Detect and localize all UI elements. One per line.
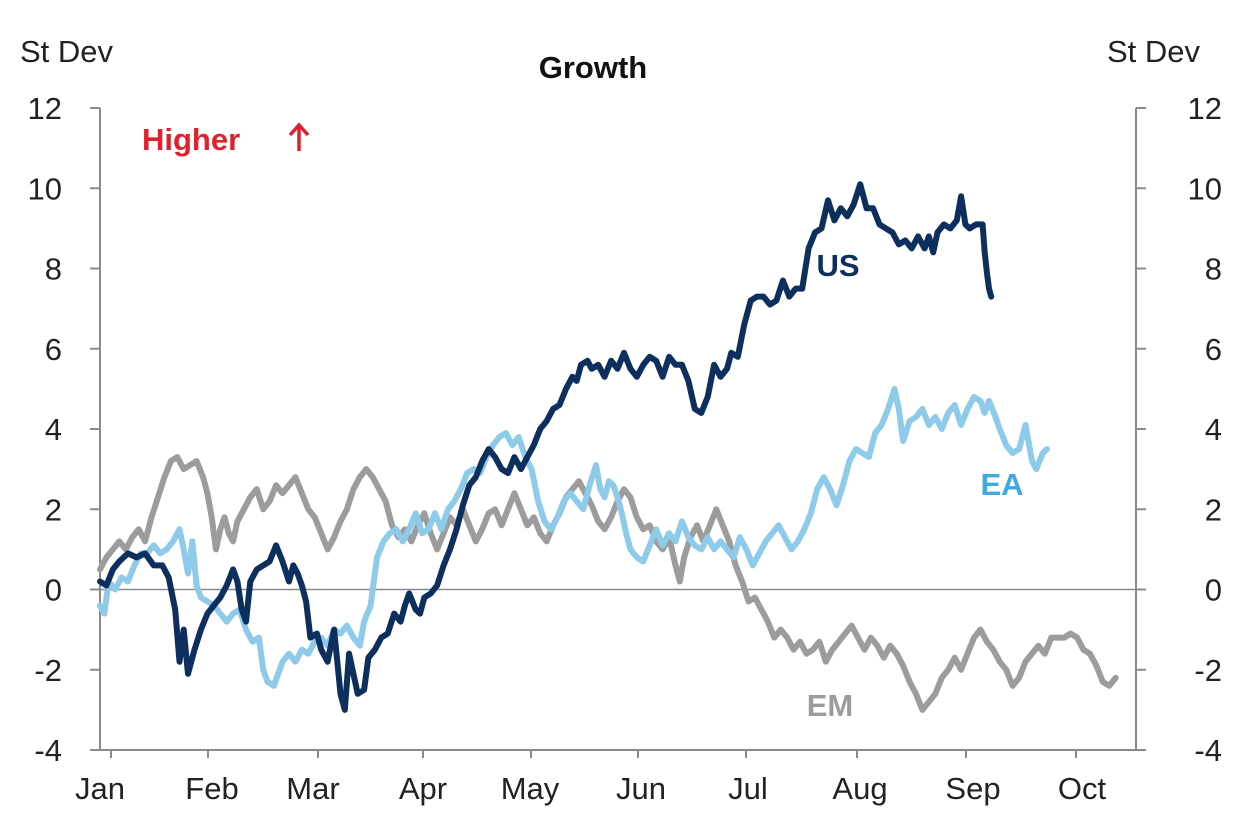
higher-label: Higher — [142, 122, 240, 157]
right-y-tick-label: 2 — [1205, 492, 1222, 527]
x-tick-label: Oct — [1058, 771, 1107, 806]
series-label-ea: EA — [980, 467, 1023, 502]
left-y-tick-label: -2 — [34, 653, 62, 688]
series-line-us — [97, 181, 995, 713]
x-tick-label: Sep — [945, 771, 1000, 806]
axes: 12 12 10 10 8 8 6 6 4 4 2 2 0 0 -2 -2 -4 -4 Jan Feb Mar Apr Ma… — [28, 91, 1222, 806]
right-y-tick-label: 8 — [1205, 252, 1222, 287]
left-y-tick-label: 4 — [45, 412, 62, 447]
left-y-tick-label: 2 — [45, 492, 62, 527]
x-tick-label: Apr — [399, 771, 447, 806]
right-y-tick-label: 10 — [1188, 171, 1222, 206]
right-y-tick-label: 12 — [1188, 91, 1222, 126]
right-y-tick-label: 6 — [1205, 332, 1222, 367]
x-tick-label: Feb — [185, 771, 238, 806]
right-y-tick-label: 0 — [1205, 573, 1222, 608]
left-axis-unit: St Dev — [20, 34, 114, 69]
series-label-us: US — [816, 248, 859, 283]
series-lines — [97, 181, 1119, 713]
x-tick-label: Jan — [75, 771, 125, 806]
x-tick-label: May — [501, 771, 560, 806]
series-line-ea — [97, 385, 1050, 689]
x-tick-label: Jun — [616, 771, 666, 806]
series-line-em — [97, 454, 1119, 713]
left-y-tick-label: 12 — [28, 91, 62, 126]
left-y-tick-label: 10 — [28, 171, 62, 206]
series-label-em: EM — [807, 688, 854, 723]
x-tick-label: Aug — [832, 771, 887, 806]
right-y-tick-label: 4 — [1205, 412, 1222, 447]
left-y-tick-label: 6 — [45, 332, 62, 367]
right-axis-unit: St Dev — [1107, 34, 1201, 69]
chart-title: Growth — [539, 50, 648, 85]
higher-annotation: Higher — [142, 122, 310, 157]
up-arrow-icon — [288, 122, 310, 151]
x-tick-label: Mar — [286, 771, 339, 806]
left-y-tick-label: -4 — [34, 733, 62, 768]
right-y-tick-label: -2 — [1194, 653, 1222, 688]
left-y-tick-label: 8 — [45, 252, 62, 287]
right-y-tick-label: -4 — [1194, 733, 1222, 768]
x-tick-label: Jul — [728, 771, 768, 806]
left-y-tick-label: 0 — [45, 573, 62, 608]
series-labels: US EA EM — [807, 248, 1024, 723]
